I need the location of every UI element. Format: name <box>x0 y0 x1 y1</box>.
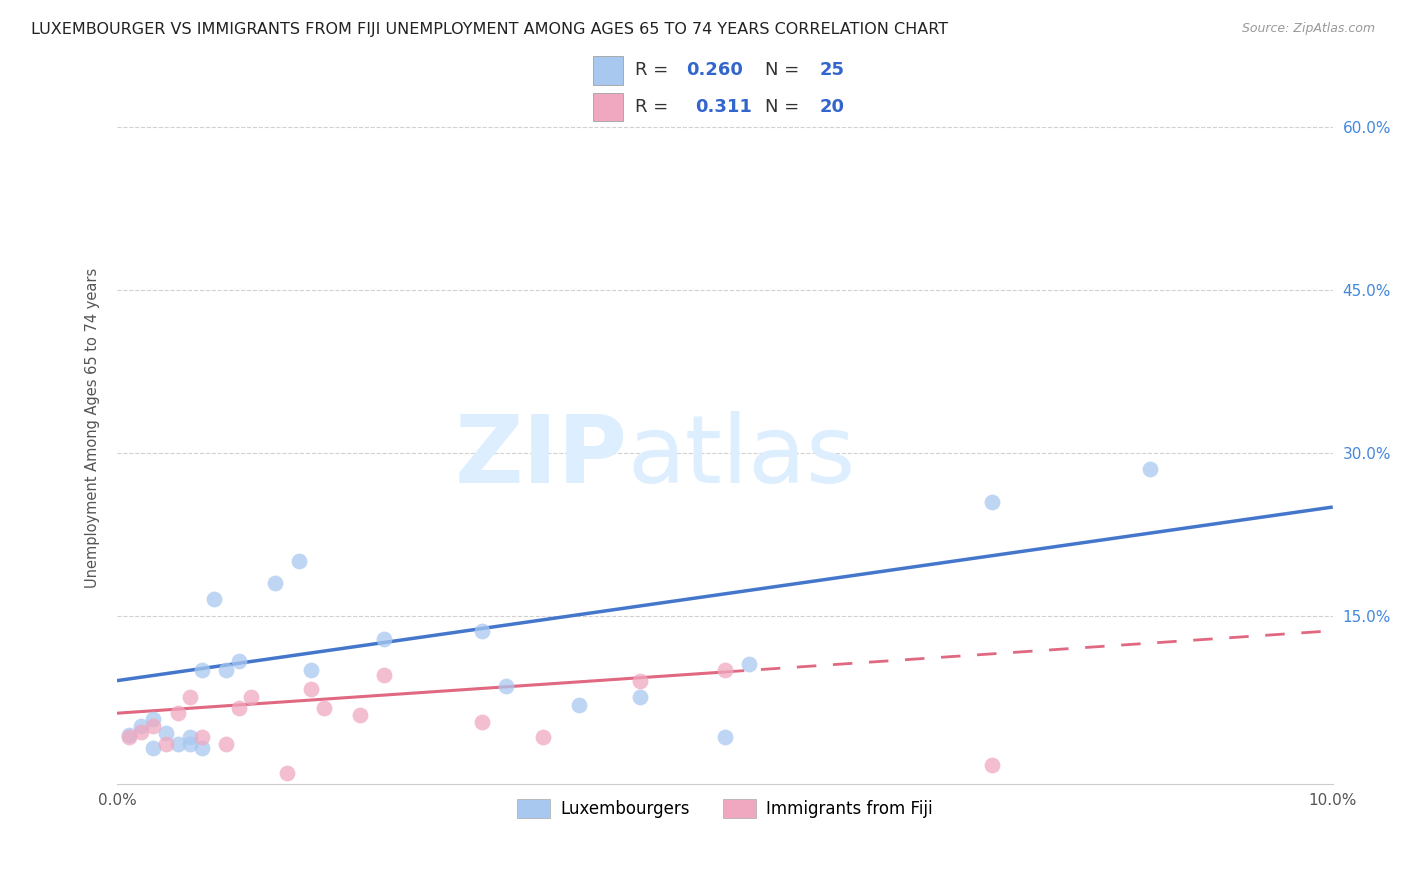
Point <box>179 730 201 744</box>
Point <box>118 730 141 744</box>
Point <box>155 737 177 751</box>
Point <box>981 758 1004 772</box>
Text: atlas: atlas <box>627 411 856 503</box>
Point <box>202 592 225 607</box>
Point <box>179 737 201 751</box>
Text: LUXEMBOURGER VS IMMIGRANTS FROM FIJI UNEMPLOYMENT AMONG AGES 65 TO 74 YEARS CORR: LUXEMBOURGER VS IMMIGRANTS FROM FIJI UNE… <box>31 22 948 37</box>
Point <box>495 679 517 693</box>
Point <box>288 554 311 568</box>
Y-axis label: Unemployment Among Ages 65 to 74 years: Unemployment Among Ages 65 to 74 years <box>86 268 100 589</box>
Point <box>142 719 165 733</box>
Point <box>471 714 494 729</box>
Text: ZIP: ZIP <box>454 411 627 503</box>
Point <box>373 632 395 647</box>
Point <box>301 682 323 697</box>
Point <box>628 673 651 688</box>
Point <box>166 706 188 721</box>
Point <box>191 740 214 755</box>
Point <box>981 494 1004 508</box>
Point <box>568 698 591 712</box>
Point <box>349 708 371 723</box>
Point <box>239 690 262 704</box>
Point <box>531 730 554 744</box>
Point <box>129 724 152 739</box>
Point <box>215 663 238 677</box>
Point <box>142 712 165 726</box>
Point <box>276 765 298 780</box>
Text: N =: N = <box>765 98 804 116</box>
Text: 20: 20 <box>820 98 844 116</box>
Text: 25: 25 <box>820 62 844 79</box>
Point <box>264 576 287 591</box>
Point <box>129 719 152 733</box>
FancyBboxPatch shape <box>592 56 623 85</box>
Point <box>738 657 761 672</box>
Point <box>215 737 238 751</box>
Text: R =: R = <box>636 62 673 79</box>
Point <box>191 730 214 744</box>
FancyBboxPatch shape <box>592 94 623 121</box>
Point <box>714 730 737 744</box>
Point <box>142 740 165 755</box>
Point <box>628 690 651 704</box>
Text: N =: N = <box>765 62 804 79</box>
Text: 0.260: 0.260 <box>686 62 744 79</box>
Point <box>191 663 214 677</box>
Point <box>471 624 494 638</box>
Legend: Luxembourgers, Immigrants from Fiji: Luxembourgers, Immigrants from Fiji <box>510 793 939 825</box>
Point <box>714 663 737 677</box>
Point <box>118 728 141 742</box>
Text: Source: ZipAtlas.com: Source: ZipAtlas.com <box>1241 22 1375 36</box>
Point <box>228 700 250 714</box>
Point <box>155 725 177 739</box>
Text: 0.311: 0.311 <box>696 98 752 116</box>
Point <box>312 700 335 714</box>
Point <box>179 690 201 704</box>
Point <box>1139 462 1161 476</box>
Text: R =: R = <box>636 98 679 116</box>
Point <box>373 668 395 682</box>
Point <box>228 654 250 668</box>
Point <box>166 737 188 751</box>
Point <box>301 663 323 677</box>
